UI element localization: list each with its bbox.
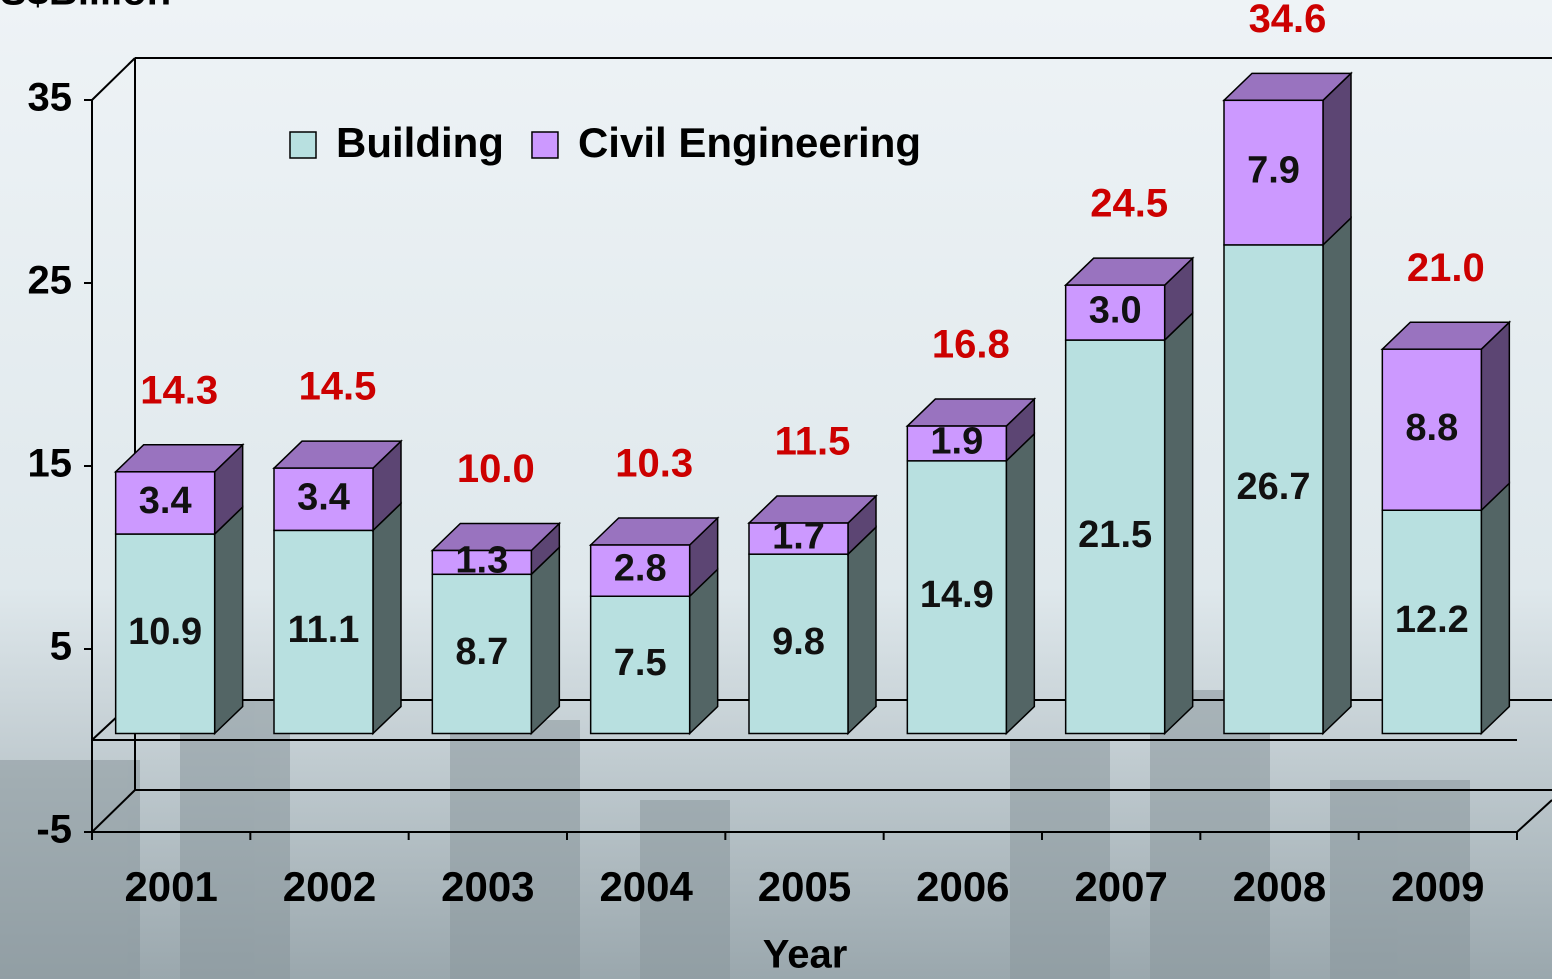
x-tick-label: 2009 (1391, 863, 1484, 910)
bar-value-label: 3.4 (297, 476, 350, 518)
total-label: 14.5 (299, 365, 377, 409)
total-label: 14.3 (140, 368, 218, 412)
bar-side (215, 507, 243, 733)
bar-side (373, 503, 401, 733)
total-label: 10.0 (457, 447, 535, 491)
x-tick-label: 2008 (1233, 863, 1326, 910)
legend-swatch (532, 132, 558, 158)
y-tick-label: 5 (50, 625, 72, 669)
x-tick-label: 2002 (283, 863, 376, 910)
total-label: 24.5 (1090, 182, 1168, 226)
bar-value-label: 1.9 (930, 420, 983, 462)
bar-side (531, 547, 559, 733)
x-tick-label: 2007 (1074, 863, 1167, 910)
bar-value-label: 7.9 (1247, 150, 1300, 192)
total-label: 16.8 (932, 323, 1010, 367)
legend-swatch (290, 132, 316, 158)
y-tick-label: 35 (28, 76, 73, 120)
bar-value-label: 8.7 (455, 631, 508, 673)
x-tick-label: 2001 (124, 863, 217, 910)
bar-value-label: 3.4 (139, 480, 192, 522)
bar-value-label: 9.8 (772, 621, 825, 663)
x-axis-title: Year (763, 933, 848, 977)
bar-value-label: 8.8 (1405, 407, 1458, 449)
bar-side (1323, 218, 1351, 734)
bar-value-label: 2.8 (614, 548, 667, 590)
bar-side (1323, 73, 1351, 245)
bar-value-label: 3.0 (1089, 290, 1142, 332)
bar-side (848, 527, 876, 733)
bar-value-label: 21.5 (1078, 514, 1152, 556)
bar-value-label: 10.9 (128, 611, 202, 653)
bar-value-label: 7.5 (614, 642, 667, 684)
y-axis-title: S$Billion (0, 0, 171, 14)
legend-label: Building (336, 119, 504, 166)
total-label: 11.5 (775, 420, 851, 464)
bar-value-label: 14.9 (920, 574, 994, 616)
bar-value-label: 12.2 (1395, 599, 1469, 641)
x-tick-label: 2005 (758, 863, 851, 910)
bar-value-label: 26.7 (1237, 466, 1311, 508)
bar-value-label: 1.7 (772, 516, 825, 558)
bar-side (690, 569, 718, 733)
bar-value-label: 1.3 (455, 539, 508, 581)
y-tick-label: 15 (28, 442, 73, 486)
bar-side (1006, 434, 1034, 734)
legend-label: Civil Engineering (578, 119, 921, 166)
bar-side (1165, 313, 1193, 733)
x-tick-label: 2004 (599, 863, 693, 910)
total-label: 10.3 (615, 442, 693, 486)
total-label: 21.0 (1407, 246, 1485, 290)
x-tick-label: 2003 (441, 863, 534, 910)
y-tick-label: 25 (28, 259, 73, 303)
bar-value-label: 11.1 (288, 609, 360, 651)
total-label: 34.6 (1249, 0, 1327, 41)
y-tick-label: -5 (36, 808, 72, 852)
page: {"chart_data": {"type": "bar", "stacked"… (0, 0, 1552, 979)
bar-side (1481, 483, 1509, 733)
x-tick-label: 2006 (916, 863, 1009, 910)
bar-side (1481, 322, 1509, 510)
chart: S$Billion Year -5 5 15 25 35 2001 10.9 3.4 14.3 2… (0, 0, 1552, 979)
